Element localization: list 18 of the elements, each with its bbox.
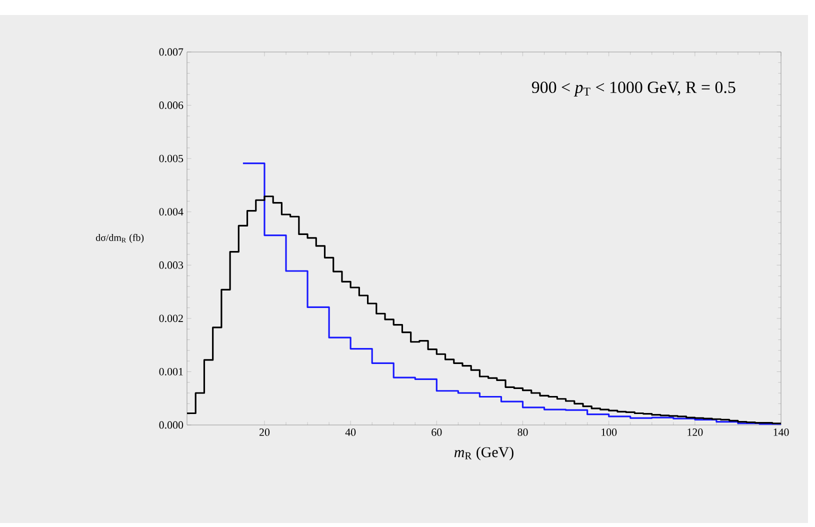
x-tick-label: 100 xyxy=(602,428,617,436)
y-axis-title: dσ/dm$_{R}$ (fb) xyxy=(96,234,144,244)
x-tick-label: 140 xyxy=(774,428,789,436)
y-tick-label: 0.004 xyxy=(159,208,184,216)
y-tick-label: 0.003 xyxy=(159,261,184,269)
y-tick-label: 0.001 xyxy=(159,368,183,376)
annotation: 900 < p$_{T}$ < 1000 GeV, R = 0.5 xyxy=(532,82,736,96)
x-tick-label: 60 xyxy=(432,428,442,436)
x-tick-label: 120 xyxy=(688,428,703,436)
x-tick-label: 80 xyxy=(518,428,528,436)
y-tick-label: 0.006 xyxy=(159,102,184,109)
y-tick-label: 0.005 xyxy=(159,154,184,162)
y-tick-label: 0.007 xyxy=(159,48,184,56)
y-tick-label: 0.002 xyxy=(159,314,183,322)
x-tick-label: 20 xyxy=(259,428,270,436)
x-tick-label: 40 xyxy=(345,428,356,436)
y-tick-label: 0.000 xyxy=(159,421,184,429)
x-axis-title: m$_{R}$ (GeV) xyxy=(454,446,514,460)
